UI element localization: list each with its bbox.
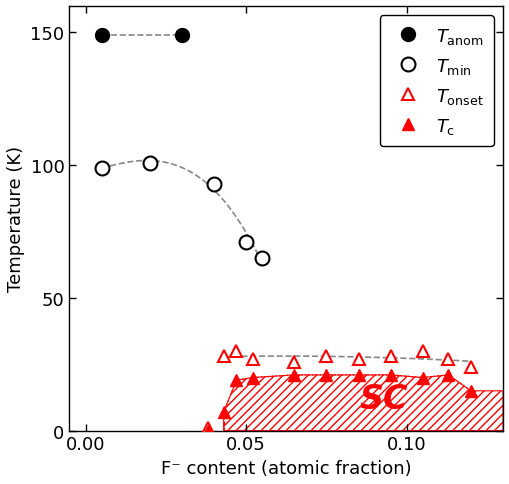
- X-axis label: F⁻ content (atomic fraction): F⁻ content (atomic fraction): [161, 459, 411, 477]
- Y-axis label: Temperature (K): Temperature (K): [7, 146, 25, 292]
- Text: SC: SC: [359, 382, 408, 415]
- Polygon shape: [223, 375, 502, 431]
- Legend: $T_\mathrm{anom}$, $T_\mathrm{min}$, $T_\mathrm{onset}$, $T_\mathrm{c}$: $T_\mathrm{anom}$, $T_\mathrm{min}$, $T_…: [379, 16, 493, 147]
